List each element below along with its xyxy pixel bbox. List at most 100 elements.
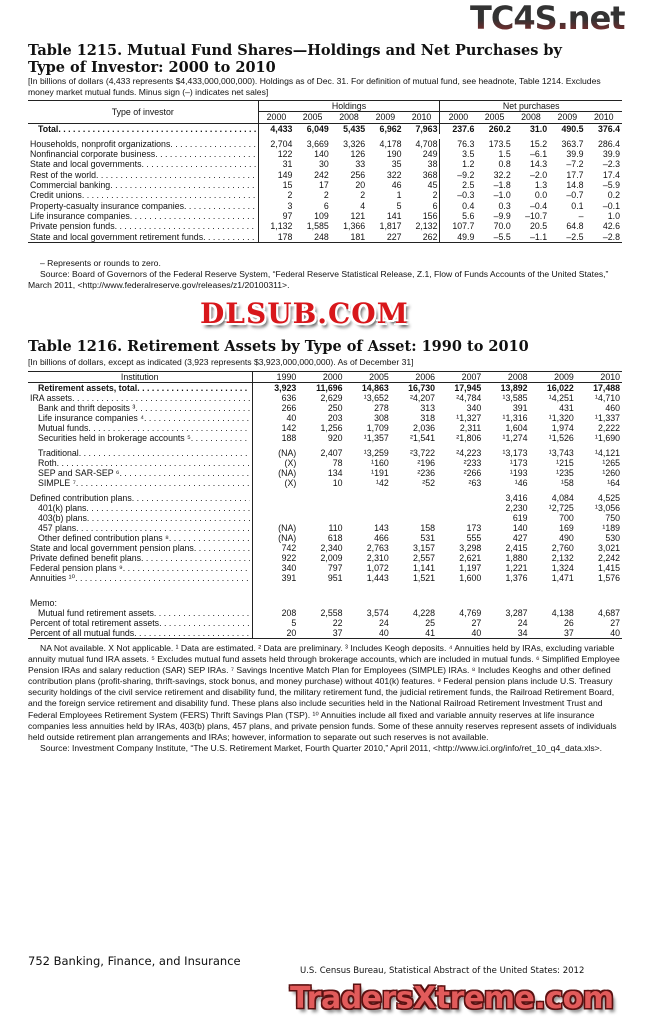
table-cell: ¹46: [514, 478, 528, 488]
table-cell: 322: [386, 169, 402, 180]
row-label-text: Credit unions: [30, 190, 82, 201]
row-label-text: IRA assets: [30, 393, 73, 403]
table-cell: ¹3,173: [502, 448, 528, 458]
title-line-2: Type of Investor: 2000 to 2010: [28, 59, 276, 76]
table-cell: 700: [559, 513, 574, 523]
title-line-1: Table 1215. Mutual Fund Shares—Holdings …: [28, 42, 562, 59]
table-cell: 142: [281, 423, 297, 433]
table-cell: –2.0: [530, 169, 548, 180]
table-cell: 1,132: [270, 221, 293, 232]
table-cell: 2,009: [320, 553, 343, 563]
table-cell: 1,376: [505, 573, 528, 583]
table-cell: 78: [332, 458, 343, 468]
footnote: – Represents or rounds to zero.: [40, 258, 161, 268]
table-cell: 2,407: [320, 448, 343, 458]
table-cell: 32.2: [493, 169, 511, 180]
row-label: Total: [28, 123, 259, 134]
year-header: 2010: [403, 111, 441, 124]
table-cell: ¹3,743: [548, 448, 574, 458]
table-cell: [252, 503, 298, 513]
table-cell: 39.9: [566, 149, 584, 160]
table-cell: 4,084: [551, 493, 574, 503]
table-cell: 2,763: [366, 543, 389, 553]
dot-leader: [141, 553, 249, 563]
table-cell: 2,036: [412, 423, 435, 433]
table-cell: 140: [512, 523, 528, 533]
table-cell: 16,730: [408, 383, 435, 393]
row-label: Rest of the world: [28, 169, 259, 181]
table-cell: 1,817: [379, 221, 402, 232]
spacer-row: [28, 583, 622, 588]
row-label: State and local government pension plans: [28, 543, 253, 553]
row-label-text: Rest of the world: [30, 169, 97, 180]
table-cell: 242: [314, 169, 329, 180]
table-cell: 24: [378, 618, 389, 628]
table-cell: 6,049: [306, 123, 329, 134]
table-cell: 20: [355, 180, 366, 191]
dot-leader: [76, 478, 250, 488]
table-cell: 1.0: [607, 210, 620, 221]
table-cell: ²4,223: [456, 448, 482, 458]
table-cell: 1.3: [534, 180, 548, 191]
table-cell: 2,415: [505, 543, 528, 553]
row-label-text: Private defined benefit plans: [30, 553, 142, 563]
row-label-text: Households, nonprofit organizations: [30, 138, 171, 149]
table-cell: 2: [287, 190, 293, 201]
table-cell: 313: [420, 403, 435, 413]
table-cell: 39.9: [602, 149, 620, 160]
table-cell: –10.7: [525, 210, 548, 221]
table-cell: 140: [314, 149, 329, 160]
table-cell: ²4,784: [456, 393, 482, 403]
table-cell: 1,604: [505, 423, 528, 433]
table-cell: 1,880: [505, 553, 528, 563]
table-cell: –0.4: [530, 200, 548, 211]
table-cell: 636: [281, 393, 297, 403]
table-row: Annuities ¹⁰ 391 951 1,443 1,521 1,600 1,376 1,…: [28, 573, 622, 583]
table-cell: –1.8: [493, 180, 511, 191]
table-row: Property-casualty insurance companies 3 6 4…: [28, 200, 622, 211]
table-cell: ²1,806: [456, 433, 482, 443]
table-cell: 11,696: [316, 383, 343, 393]
table-cell: 368: [403, 169, 441, 181]
row-label: Roth: [28, 458, 253, 468]
dot-leader: [79, 448, 250, 458]
dot-leader: [82, 190, 256, 200]
table-cell: ¹1,337: [595, 413, 620, 423]
row-label-text: Mutual funds: [38, 423, 89, 433]
dot-leader: [191, 433, 250, 443]
row-label: Mutual funds: [28, 423, 253, 433]
dot-leader: [184, 201, 255, 211]
table-1215: Type of investor Holdings Net purchases …: [28, 100, 622, 243]
table-cell: 107.7: [452, 221, 475, 232]
spacer-row: [28, 593, 622, 598]
spacer-row: [28, 488, 622, 493]
table-cell: 110: [328, 523, 343, 533]
row-label: SEP and SAR-SEP ⁶: [28, 468, 253, 478]
row-label-text: Retirement assets, total: [38, 383, 138, 393]
row-label-text: Percent of total retirement assets: [30, 618, 160, 628]
table-cell: 188: [281, 433, 297, 443]
table-row: Private defined benefit plans 922 2,009 2,3…: [28, 553, 622, 563]
table-cell: –9.9: [493, 210, 511, 221]
row-label-text: SIMPLE ⁷: [38, 478, 76, 488]
table-cell: 2,230: [505, 503, 528, 513]
table-cell: 260.2: [488, 123, 511, 134]
group-header-holdings: Holdings: [258, 100, 441, 113]
table-cell: ¹173: [509, 458, 528, 468]
table-cell: 2,760: [551, 543, 574, 553]
table-cell: 363.7: [561, 138, 584, 149]
row-label: Percent of total retirement assets: [28, 618, 253, 628]
table-cell: 122: [277, 149, 293, 160]
row-label-text: Nonfinancial corporate business: [30, 149, 156, 160]
table-cell: 143: [374, 523, 389, 533]
table-cell: 16,022: [546, 383, 574, 393]
table-cell: 4: [360, 200, 366, 211]
table-cell: ¹1,690: [595, 433, 620, 443]
year-header: 2010: [593, 112, 614, 123]
table-cell: 0.1: [571, 200, 584, 211]
dot-leader: [110, 180, 255, 190]
table-cell: 181: [350, 231, 366, 242]
table-cell: –9.2: [457, 169, 475, 180]
table-row: Securities held in brokerage accounts ⁵ 1…: [28, 433, 622, 443]
table-cell: 1,324: [551, 563, 574, 573]
